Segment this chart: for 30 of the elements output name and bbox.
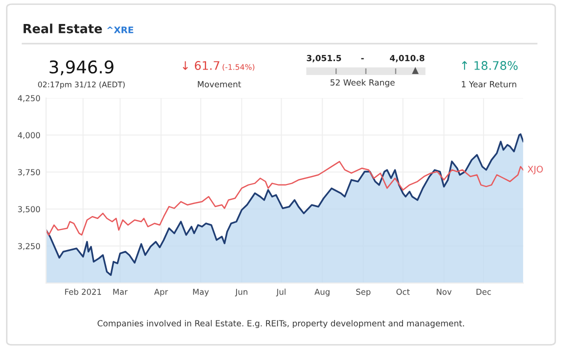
x-tick-label: Jun — [234, 288, 248, 296]
x-tick-label: Dec — [476, 288, 491, 295]
y-tick-label: 4,250 — [18, 95, 40, 102]
y-tick-label: 4,000 — [18, 132, 40, 140]
x-tick-label: Sep — [356, 288, 370, 296]
text: 3,946.9 — [50, 60, 114, 76]
text: ↑ 18.78% — [462, 61, 518, 70]
text: 52 Week Range — [330, 79, 395, 88]
text: Movement — [198, 81, 242, 88]
x-tick-label: Oct — [396, 288, 410, 295]
x-tick-label: Nov — [436, 288, 452, 295]
text: 1 Year Return — [462, 81, 516, 88]
text: - — [361, 58, 364, 60]
y-tick-label: 3,250 — [18, 243, 40, 250]
text: 3,051.5 — [306, 54, 342, 62]
series-label: XJO — [528, 166, 543, 174]
x-tick-label: May — [193, 288, 209, 296]
x-tick-label: Mar — [113, 288, 128, 295]
x-tick-label: Feb 2021 — [65, 288, 102, 295]
text: ^XRE — [107, 26, 134, 34]
y-tick-label: 3,500 — [18, 206, 40, 214]
text: Companies involved in Real Estate. E.g. REITs, property development and management. — [98, 320, 464, 328]
y-tick-label: 3,750 — [18, 169, 40, 176]
x-tick-label: Apr — [154, 288, 168, 296]
text: 4,010.8 — [390, 54, 424, 62]
x-tick-label: Aug — [314, 288, 330, 296]
x-tick-label: Jul — [276, 288, 286, 296]
line-series — [46, 160, 524, 236]
chart-title: Real Estate — [24, 24, 102, 34]
text: ↓ 61.7 — [182, 61, 220, 70]
